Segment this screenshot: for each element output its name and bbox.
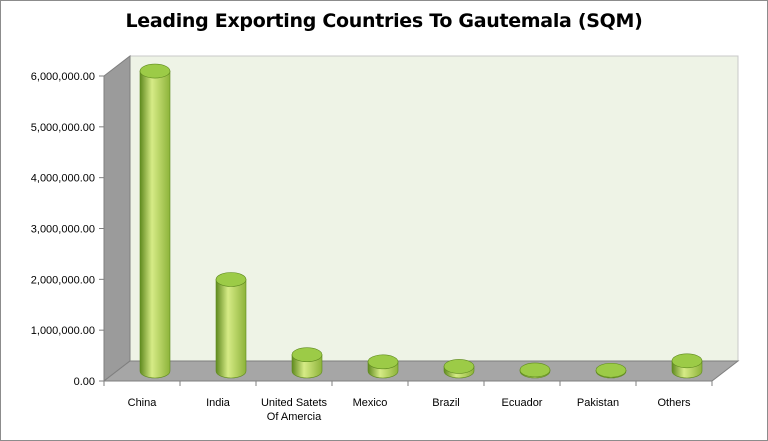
- x-tick-label: Others: [657, 397, 691, 409]
- y-tick-label: 5,000,000.00: [31, 122, 95, 134]
- x-tick-label: United Satets: [261, 397, 328, 409]
- chart-title: Leading Exporting Countries To Gautemala…: [125, 10, 643, 32]
- bar-top: [671, 353, 703, 369]
- bar-top: [367, 354, 399, 370]
- y-axis: 0.00 1,000,000.00 2,000,000.00 3,000,000.00…: [31, 71, 105, 388]
- y-tick-label: 4,000,000.00: [31, 173, 95, 185]
- bar-top: [215, 272, 247, 287]
- bar-top: [139, 63, 171, 79]
- side-wall: [103, 54, 131, 383]
- y-tick-label: 3,000,000.00: [31, 224, 95, 236]
- bar-mexico: [367, 354, 399, 379]
- bar-united-satets-of-amercia: [291, 347, 323, 379]
- y-tick-label: 1,000,000.00: [31, 325, 95, 337]
- bar-others: [671, 353, 703, 379]
- bar-body: [215, 279, 247, 379]
- bar-top: [443, 359, 475, 374]
- bar-top: [595, 362, 627, 378]
- y-tick-label: 2,000,000.00: [31, 274, 95, 286]
- x-tick-label: Of Amercia: [267, 411, 322, 423]
- bar-india: [215, 272, 247, 379]
- x-axis: China India United Satets Of Amercia Mexico B…: [103, 380, 713, 423]
- x-tick-label: Mexico: [353, 397, 388, 409]
- bar-ecuador: [519, 362, 551, 379]
- y-tick-label: 0.00: [74, 376, 95, 388]
- x-tick-label: India: [206, 397, 231, 409]
- bars: [139, 63, 703, 379]
- x-tick-label: Ecuador: [502, 397, 543, 409]
- bar-top: [291, 347, 323, 363]
- bar-brazil: [443, 359, 475, 379]
- bar-top: [519, 362, 551, 378]
- bar-pakistan: [595, 362, 627, 379]
- x-tick-label: China: [128, 397, 158, 409]
- y-tick-label: 6,000,000.00: [31, 71, 95, 83]
- floor: [102, 360, 740, 382]
- bar-china: [139, 63, 171, 379]
- x-tick-label: Pakistan: [577, 397, 619, 409]
- bar-body: [139, 70, 171, 379]
- chart-walls: [102, 54, 740, 383]
- x-tick-label: Brazil: [432, 397, 460, 409]
